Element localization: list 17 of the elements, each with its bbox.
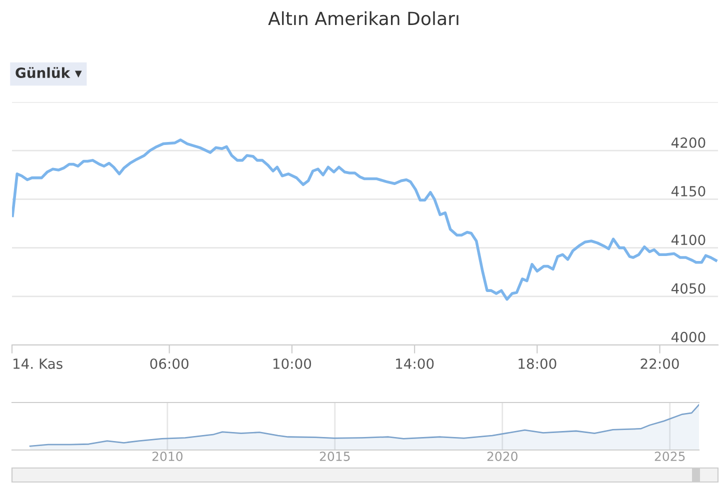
text: Günlük ▾ (16, 67, 82, 78)
y-tick-label: 4100 (671, 234, 706, 246)
x-tick-label: 2025 (654, 452, 685, 462)
x-tick-label: 22:00 (640, 358, 679, 369)
chart-title: Altın Amerikan Doları (268, 11, 458, 26)
y-tick-label: 4000 (671, 332, 706, 342)
x-tick-label: 14:00 (396, 358, 434, 369)
x-tick-label: 2015 (320, 452, 350, 462)
y-tick-label: 4150 (671, 186, 706, 197)
x-tick-label: 14. Kas (14, 358, 62, 369)
x-tick-label: 10:00 (273, 358, 312, 369)
x-tick-label: 2020 (487, 452, 518, 462)
y-tick-label: 4200 (671, 137, 706, 148)
x-tick-label: 18:00 (518, 358, 556, 369)
y-tick-label: 4050 (671, 283, 706, 294)
x-tick-label: 06:00 (150, 358, 188, 369)
x-tick-label: 2010 (152, 452, 182, 462)
